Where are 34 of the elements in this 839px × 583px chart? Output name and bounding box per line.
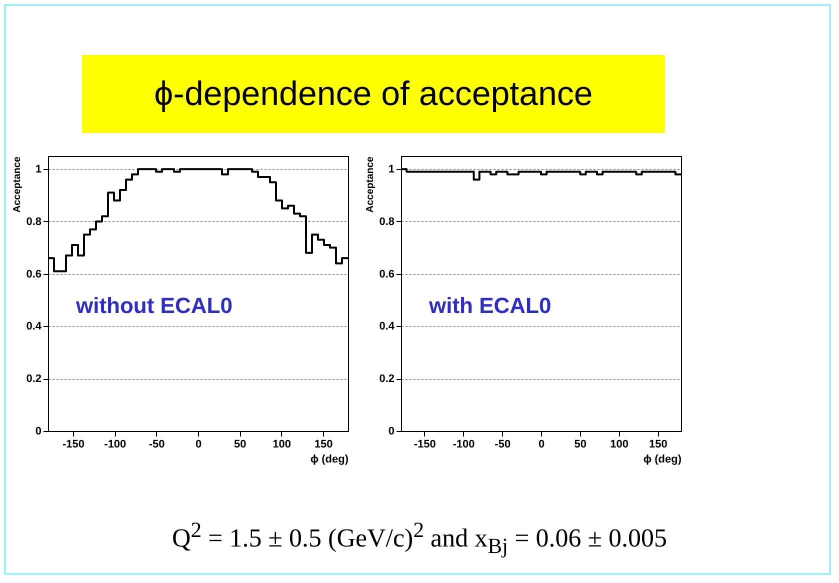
text: Q$^{2}$ = 1.5 ± 0.5 (GeV/c)$^{2}$ and x$_{Bj}$ = 0.06 ± 0.005 [171, 518, 668, 559]
annotation: without ECAL0 [75, 293, 232, 318]
x-tick-label: 50 [574, 438, 587, 450]
annotation: with ECAL0 [428, 293, 552, 318]
y-tick-label: 0 [35, 426, 42, 438]
y-tick-label: 1 [35, 164, 42, 176]
x-tick-label: 0 [195, 438, 202, 450]
y-tick-label: 0.8 [379, 216, 394, 228]
x-axis-title: ϕ (deg) [310, 454, 349, 466]
x-tick-label: 100 [610, 438, 628, 450]
x-tick-label: 50 [234, 438, 246, 450]
x-tick-label: 150 [648, 438, 668, 450]
y-tick-label: 0.8 [26, 216, 42, 228]
x-tick-label: 0 [538, 438, 545, 450]
x-tick-label: 100 [272, 438, 292, 450]
y-axis-title: Acceptance [365, 156, 376, 213]
y-tick-label: 0 [388, 426, 394, 438]
y-tick-label: 0.6 [379, 268, 394, 280]
y-tick-label: 0.4 [379, 320, 396, 333]
y-tick-label: 0.2 [26, 373, 42, 386]
x-tick-label: -50 [148, 438, 165, 450]
y-tick-label: 0.6 [26, 268, 42, 280]
x-tick-label: -150 [414, 438, 436, 450]
x-tick-label: -100 [452, 438, 475, 450]
x-tick-label: 150 [314, 438, 333, 450]
x-tick-label: -150 [62, 438, 85, 450]
y-tick-label: 0.4 [26, 320, 42, 333]
y-tick-label: 0.2 [379, 373, 394, 386]
y-axis-title: Acceptance [12, 156, 24, 213]
x-tick-label: -100 [104, 438, 126, 450]
x-tick-label: -50 [494, 438, 511, 450]
chart-title: ϕ-dependence of acceptance [82, 55, 665, 133]
y-tick-label: 1 [388, 164, 394, 176]
x-axis-title: ϕ (deg) [643, 454, 682, 466]
